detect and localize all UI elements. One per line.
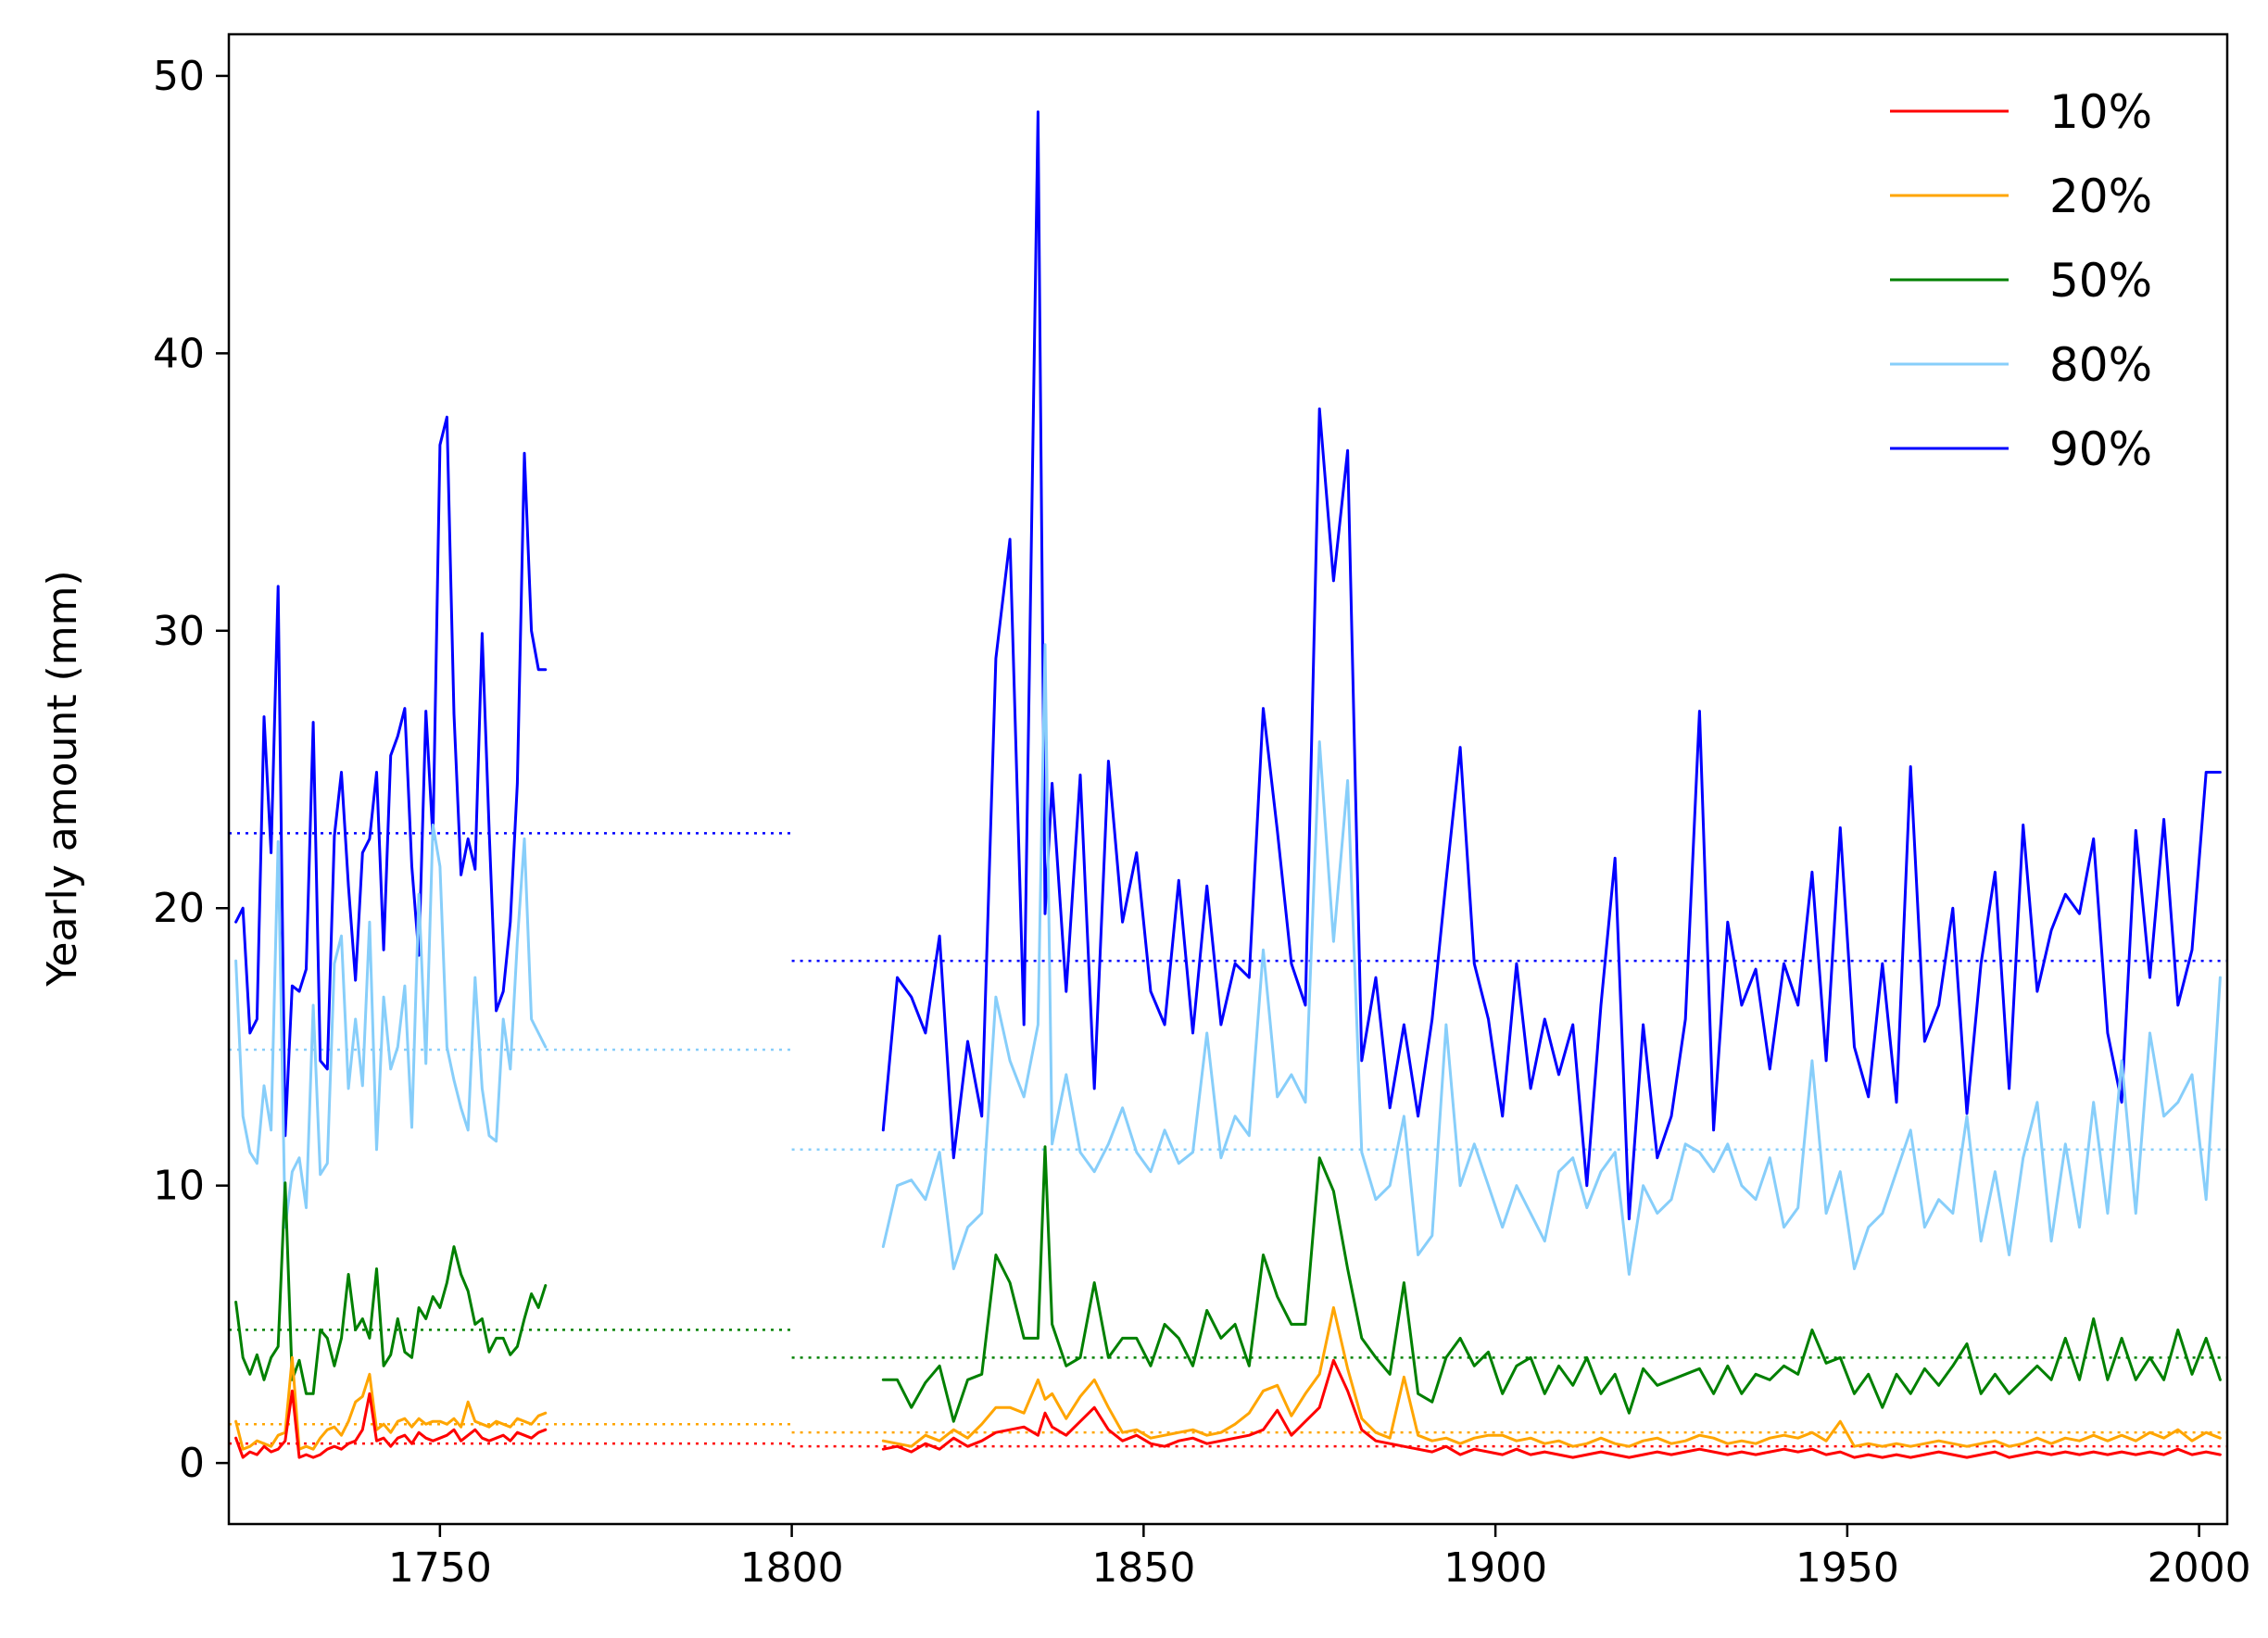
legend-label-80pct: 80%	[2049, 338, 2152, 392]
x-tick-label: 1850	[1091, 1544, 1195, 1592]
y-tick-label: 30	[153, 608, 205, 655]
x-tick-label: 2000	[2148, 1544, 2251, 1592]
y-tick-label: 0	[179, 1440, 205, 1487]
series-line-90pct	[234, 415, 548, 1138]
legend-label-90pct: 90%	[2049, 422, 2152, 476]
y-tick-label: 20	[153, 885, 205, 932]
legend-label-20pct: 20%	[2049, 170, 2152, 223]
y-tick-label: 50	[153, 53, 205, 100]
x-axis: 1750 1800 1850 1900 1950 2000	[388, 1524, 2251, 1592]
series-line-50pct	[234, 1181, 548, 1395]
legend: 10% 20% 50% 80% 90%	[1890, 85, 2152, 476]
y-tick-label: 40	[153, 330, 205, 377]
y-axis-title: Yearly amount (mm)	[39, 570, 86, 987]
series-line-80pct	[234, 823, 548, 1229]
x-tick-label: 1950	[1796, 1544, 1899, 1592]
x-tick-label: 1750	[388, 1544, 492, 1592]
series-lines	[234, 110, 2222, 1459]
x-tick-label: 1800	[740, 1544, 844, 1592]
x-tick-label: 1900	[1443, 1544, 1547, 1592]
series-line-20pct	[881, 1305, 2222, 1448]
series-line-10pct	[234, 1389, 548, 1459]
series-line-50pct	[881, 1145, 2222, 1423]
series-line-10pct	[881, 1358, 2222, 1459]
legend-label-50pct: 50%	[2049, 254, 2152, 308]
plot-frame	[227, 32, 2229, 1526]
reference-lines	[229, 832, 2227, 1448]
y-axis: 0 10 20 30 40 50	[153, 53, 229, 1487]
y-tick-label: 10	[153, 1163, 205, 1210]
series-line-20pct	[234, 1355, 548, 1451]
legend-label-10pct: 10%	[2049, 85, 2152, 139]
series-line-80pct	[881, 643, 2222, 1276]
series-line-90pct	[881, 110, 2222, 1221]
